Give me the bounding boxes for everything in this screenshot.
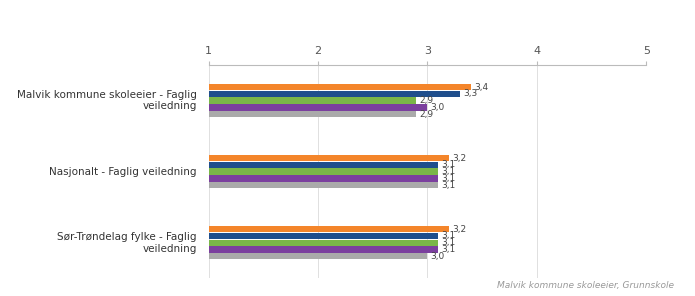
Bar: [208, 253, 427, 259]
Text: 3,2: 3,2: [452, 154, 467, 163]
Text: 3,1: 3,1: [441, 245, 456, 254]
Bar: [208, 91, 460, 97]
Text: 3,1: 3,1: [441, 174, 456, 183]
Bar: [208, 155, 450, 161]
Text: 3,2: 3,2: [452, 225, 467, 234]
Bar: [208, 111, 416, 117]
Text: 3,0: 3,0: [431, 252, 445, 261]
Bar: [208, 97, 416, 104]
Text: 2,9: 2,9: [420, 96, 434, 105]
Bar: [208, 182, 439, 188]
Bar: [208, 239, 439, 246]
Text: 3,1: 3,1: [441, 238, 456, 247]
Bar: [208, 168, 439, 175]
Text: 3,1: 3,1: [441, 167, 456, 176]
Bar: [208, 104, 427, 111]
Text: 3,1: 3,1: [441, 181, 456, 190]
Bar: [208, 175, 439, 182]
Text: Malvik kommune skoleeier, Grunnskole: Malvik kommune skoleeier, Grunnskole: [497, 281, 674, 290]
Bar: [208, 226, 450, 232]
Text: 3,0: 3,0: [431, 103, 445, 112]
Bar: [208, 162, 439, 168]
Text: 2,9: 2,9: [420, 110, 434, 119]
Text: 3,4: 3,4: [475, 83, 489, 92]
Text: 3,3: 3,3: [464, 89, 477, 98]
Text: 3,1: 3,1: [441, 231, 456, 240]
Text: 3,1: 3,1: [441, 160, 456, 169]
Bar: [208, 246, 439, 253]
Bar: [208, 84, 471, 90]
Bar: [208, 233, 439, 239]
